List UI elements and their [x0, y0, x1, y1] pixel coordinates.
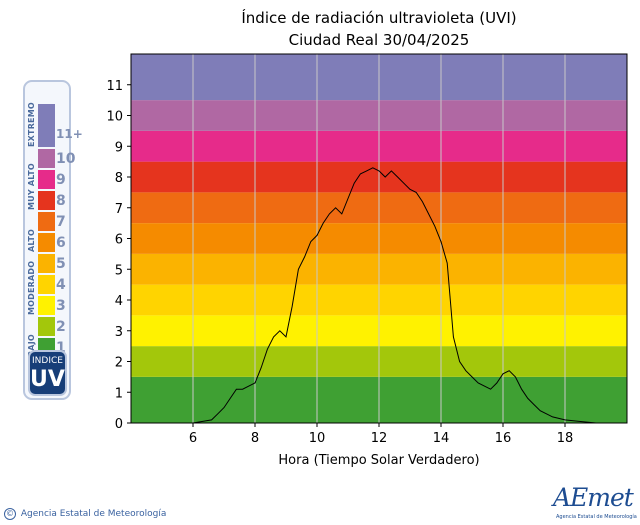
- y-tick-label-4: 4: [115, 294, 123, 309]
- x-tick-label-14: 14: [433, 431, 450, 446]
- copyright-icon: ©: [4, 508, 16, 520]
- uv-level-number-3: 3: [56, 298, 66, 314]
- y-tick-label-9: 9: [115, 140, 123, 155]
- uv-level-number-5: 5: [56, 256, 66, 272]
- uv-level-number-11+: 11+: [56, 127, 83, 141]
- chart-title: Índice de radiación ultravioleta (UVI): [241, 8, 516, 27]
- x-tick-label-6: 6: [189, 431, 197, 446]
- uv-index-badge: INDICE UV: [28, 350, 67, 396]
- y-tick-label-10: 10: [106, 110, 123, 125]
- y-tick-label-3: 3: [115, 325, 123, 340]
- uv-level-swatch-9: [38, 170, 55, 189]
- uv-level-number-10: 10: [56, 151, 76, 167]
- uv-level-swatch-11+: [38, 104, 55, 147]
- y-tick-label-2: 2: [115, 356, 123, 371]
- uv-level-number-8: 8: [56, 193, 66, 209]
- logo-wordmark: AEmet: [553, 483, 634, 512]
- logo-subtitle: Agencia Estatal de Meteorología: [556, 514, 637, 520]
- x-tick-label-18: 18: [557, 431, 574, 446]
- x-tick-label-8: 8: [251, 431, 259, 446]
- uv-category-muy-alto: MUY ALTO: [27, 163, 36, 210]
- uv-level-swatch-8: [38, 191, 55, 210]
- uv-level-number-2: 2: [56, 319, 66, 335]
- y-tick-label-0: 0: [115, 417, 123, 432]
- uv-level-number-7: 7: [56, 214, 66, 230]
- uv-category-extremo: EXTREMO: [27, 102, 36, 147]
- y-tick-label-8: 8: [115, 171, 123, 186]
- uv-level-swatch-4: [38, 275, 55, 294]
- badge-uv-label: UV: [30, 367, 65, 392]
- y-tick-label-7: 7: [115, 202, 123, 217]
- uv-level-swatch-7: [38, 212, 55, 231]
- badge-index-label: INDICE: [32, 356, 63, 366]
- uv-scale-legend: 1 2 3 4 5 6 7 8 9 10 11+ BAJO MODERADO ALTO MUY ALTO EX…: [23, 80, 83, 400]
- chart-subtitle: Ciudad Real 30/04/2025: [289, 31, 470, 49]
- uv-level-swatch-10: [38, 149, 55, 168]
- y-tick-label-6: 6: [115, 233, 123, 248]
- x-axis: 6 8 10 12 14 16 18: [189, 423, 573, 446]
- aemet-logo: AEmet Agencia Estatal de Meteorología: [553, 483, 637, 523]
- x-tick-label-10: 10: [309, 431, 326, 446]
- uv-series-line: [131, 167, 627, 424]
- uv-level-swatch-6: [38, 233, 55, 252]
- uv-category-alto: ALTO: [27, 228, 36, 252]
- uv-level-number-9: 9: [56, 172, 66, 188]
- footer-credit: © Agencia Estatal de Meteorología: [4, 508, 166, 520]
- y-tick-label-11: 11: [106, 79, 123, 94]
- uv-category-moderado: MODERADO: [27, 260, 36, 315]
- x-axis-label: Hora (Tiempo Solar Verdadero): [278, 453, 479, 468]
- uv-level-number-6: 6: [56, 235, 66, 251]
- y-tick-label-5: 5: [115, 263, 123, 278]
- footer-agency-name: Agencia Estatal de Meteorología: [20, 509, 167, 519]
- uv-level-swatch-5: [38, 254, 55, 273]
- grid-lines: [192, 54, 566, 423]
- uv-level-swatch-2: [38, 317, 55, 336]
- uv-level-swatch-3: [38, 296, 55, 315]
- x-tick-label-16: 16: [495, 431, 512, 446]
- uv-level-number-1: 1: [56, 340, 66, 356]
- x-tick-label-12: 12: [371, 431, 388, 446]
- uv-level-number-4: 4: [56, 277, 66, 293]
- y-axis: 0 1 2 3 4 5 6 7 8 9 10 11: [106, 79, 131, 432]
- y-tick-label-1: 1: [115, 386, 123, 401]
